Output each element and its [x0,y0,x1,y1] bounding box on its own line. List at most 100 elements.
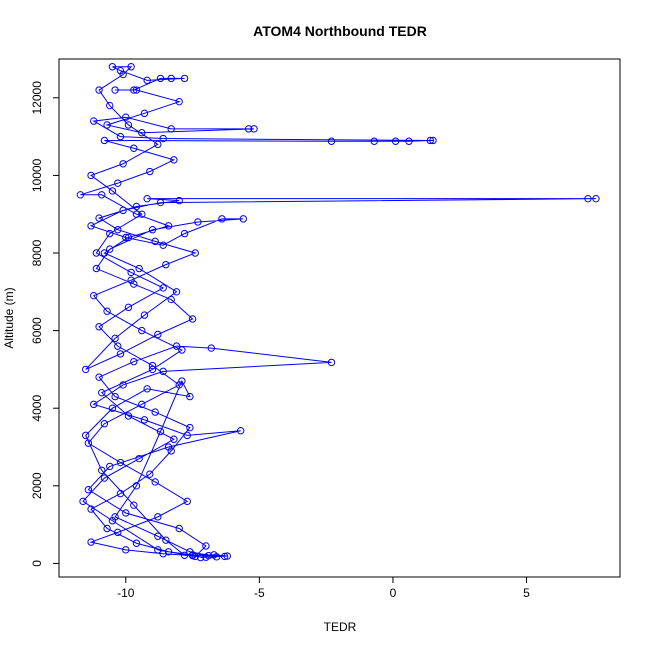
data-point [124,412,133,420]
data-point [87,171,95,180]
data-point [143,385,151,393]
data-point [327,137,336,145]
data-point [236,427,245,435]
data-point [124,303,133,312]
data-point [162,536,170,544]
data-point [143,76,151,85]
data-point [114,528,122,537]
data-point [148,365,157,374]
data-point [167,74,175,83]
data-point [106,101,114,110]
data-point [180,551,189,559]
data-point [164,443,173,451]
data-point [130,86,138,94]
data-point [108,187,117,195]
data-point [159,284,167,292]
data-point [124,233,133,242]
chart-title: ATOM4 Northbound TEDR [253,23,427,39]
data-point [114,342,122,350]
x-tick-label: -10 [117,586,135,600]
data-point [154,140,162,149]
data-point [186,548,194,556]
data-point [122,546,130,554]
data-point [122,233,130,242]
data-point [202,553,210,561]
y-tick-label: 2000 [30,472,44,499]
data-point [106,245,114,253]
data-point [106,462,114,471]
data-point [143,194,151,203]
data-point [426,136,435,145]
y-tick-label: 10000 [30,158,44,192]
data-point [223,552,232,560]
data-point [327,358,336,367]
data-point [140,109,149,118]
data-point [79,497,87,506]
data-point [119,70,127,79]
data-point [180,74,189,83]
data-point [154,330,162,339]
data-point [95,86,103,94]
data-point [90,117,98,125]
data-point [138,400,146,409]
data-point [106,229,114,238]
data-point [122,113,130,121]
data-point [140,416,149,424]
data-point [140,311,149,319]
data-point [159,367,167,376]
data-point [156,198,165,207]
data-point [159,134,167,143]
data-point [175,196,183,205]
data-point [135,454,143,463]
data-point [159,241,167,249]
tedr-series [76,63,600,562]
y-tick-label: 6000 [30,317,44,344]
data-point [250,125,258,133]
data-point [191,249,199,257]
data-point [218,215,226,223]
y-axis-label: Altitude (m) [2,287,16,348]
data-point [103,524,111,533]
data-point [132,539,141,547]
data-point [370,137,378,145]
data-point [178,377,186,385]
data-point [212,553,221,561]
data-point [170,435,178,443]
data-point [100,474,109,482]
data-point [183,497,191,506]
data-point [151,237,159,246]
data-point [151,478,159,486]
y-axis: 0 2000 4000 6000 8000 10000 12000 [30,81,59,567]
x-tick-label: -5 [254,586,265,600]
data-point [167,125,175,133]
data-point [119,206,127,215]
data-point [87,538,95,546]
y-tick-label: 0 [30,560,44,567]
data-point [151,408,159,416]
data-point [186,423,194,432]
data-point [119,160,127,168]
data-point [98,466,106,474]
data-point [92,264,101,273]
data-point [95,373,103,381]
data-point [154,532,162,540]
data-point [108,404,117,412]
data-point [111,392,119,401]
data-point [90,400,98,409]
data-point [172,342,181,350]
data-point [114,226,122,234]
x-tick-label: 5 [523,586,530,600]
data-point [175,97,183,106]
data-point [98,388,106,397]
data-point [132,210,141,218]
data-point [103,307,111,315]
data-point [148,361,157,370]
data-point [127,268,135,277]
data-point [196,553,205,562]
x-axis-label: TEDR [324,620,357,634]
data-point [584,194,592,203]
data-point [186,392,194,401]
data-point [164,222,173,230]
data-point [183,431,191,440]
data-point [111,334,119,343]
